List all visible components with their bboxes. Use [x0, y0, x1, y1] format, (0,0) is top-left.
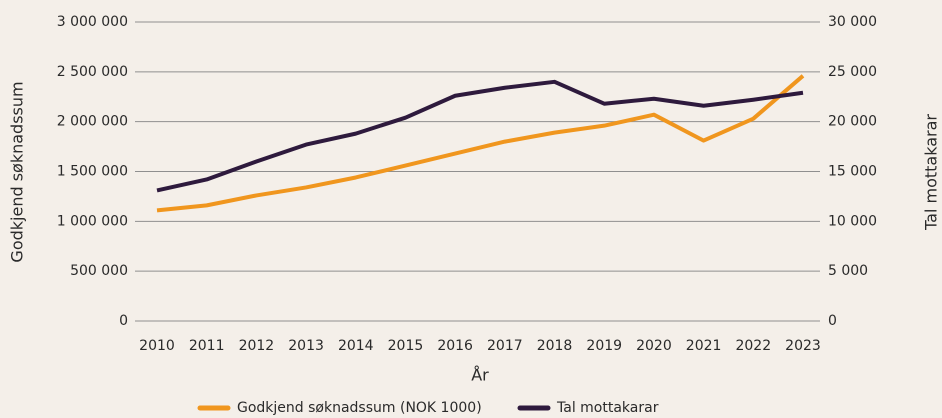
y2-tick-label: 10 000: [828, 213, 877, 229]
x-axis-title: År: [471, 366, 489, 385]
y-tick-label: 500 000: [70, 263, 128, 279]
y2-axis-title: Tal mottakarar: [922, 114, 941, 231]
y2-tick-label: 15 000: [828, 164, 877, 180]
legend-label: Tal mottakarar: [556, 400, 659, 416]
x-tick-label: 2021: [686, 338, 722, 354]
legend-label: Godkjend søknadssum (NOK 1000): [237, 400, 482, 416]
x-tick-label: 2017: [487, 338, 523, 354]
x-tick-label: 2014: [338, 338, 374, 354]
x-tick-label: 2019: [586, 338, 622, 354]
x-tick-label: 2022: [735, 338, 771, 354]
y2-tick-label: 20 000: [828, 114, 877, 130]
x-tick-label: 2011: [189, 338, 225, 354]
y-tick-label: 2 500 000: [57, 64, 128, 80]
y-axis-title: Godkjend søknadssum: [8, 81, 27, 262]
y2-tick-label: 5 000: [828, 263, 868, 279]
series-line: [156, 74, 805, 213]
y-tick-label: 0: [119, 313, 128, 329]
y2-tick-label: 30 000: [828, 14, 877, 30]
x-tick-label: 2016: [437, 338, 473, 354]
y-tick-label: 1 500 000: [57, 164, 128, 180]
y-tick-label: 1 000 000: [57, 213, 128, 229]
x-tick-label: 2018: [537, 338, 573, 354]
y-tick-label: 2 000 000: [57, 114, 128, 130]
y2-tick-label: 0: [828, 313, 837, 329]
y2-tick-label: 25 000: [828, 64, 877, 80]
x-tick-label: 2015: [388, 338, 424, 354]
y-tick-label: 3 000 000: [57, 14, 128, 30]
x-tick-label: 2020: [636, 338, 672, 354]
x-tick-label: 2012: [239, 338, 275, 354]
x-tick-label: 2023: [785, 338, 821, 354]
x-tick-label: 2013: [288, 338, 324, 354]
series-line: [156, 79, 804, 193]
x-tick-label: 2010: [139, 338, 175, 354]
